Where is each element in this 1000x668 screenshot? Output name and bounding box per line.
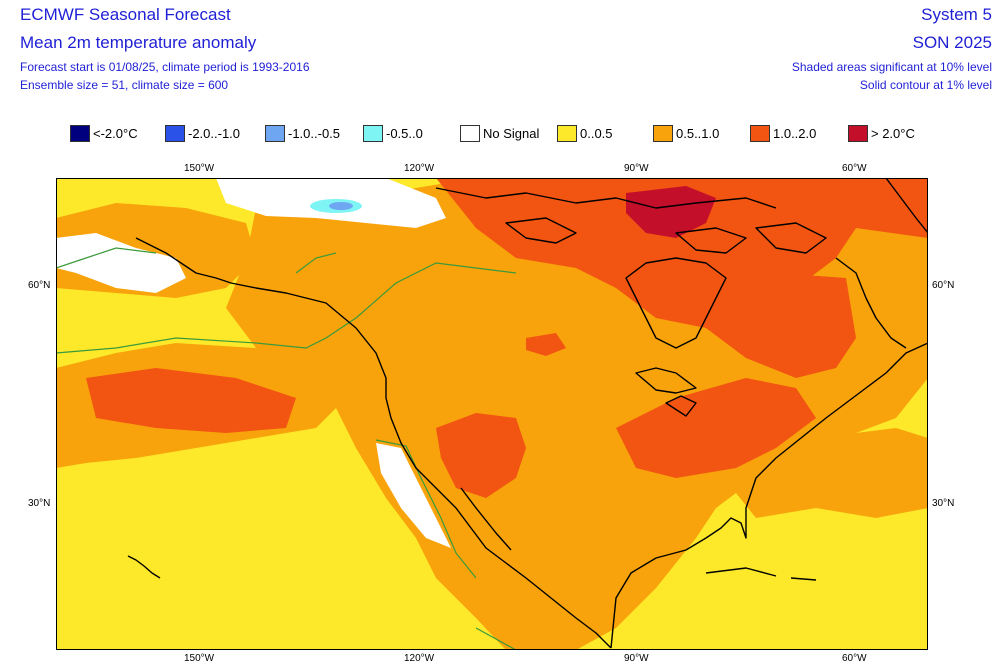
legend-swatch (70, 124, 90, 142)
significance-note: Shaded areas significant at 10% level (791, 60, 992, 74)
legend-item: -1.0..-0.5 (265, 123, 340, 143)
anomaly-map (55, 177, 929, 651)
contour-line (55, 247, 157, 269)
legend-item: 1.0..2.0 (750, 123, 816, 143)
legend-label: > 2.0°C (871, 125, 915, 141)
significance-contours (55, 247, 517, 651)
anomaly-zone-1.0-2.0 (436, 413, 526, 498)
legend-swatch (750, 124, 770, 142)
contour-line (375, 439, 477, 579)
coastline-arctic (755, 222, 827, 254)
legend-label: 0.5..1.0 (676, 125, 720, 141)
lon-tick-bottom: 150°W (184, 653, 215, 664)
coastline-labrador (835, 257, 907, 349)
coastlines (127, 177, 929, 649)
legend-swatch (653, 124, 673, 142)
cold-anomaly-patch (329, 202, 353, 210)
legend-item: -0.5..0 (363, 123, 423, 143)
no-signal-zone (376, 443, 451, 548)
anomaly-zone-1.0-2.0 (616, 273, 856, 378)
map-frame (56, 178, 928, 650)
chart-title: ECMWF Seasonal Forecast (20, 5, 231, 24)
coastline-greenland (885, 177, 929, 234)
contour-line (55, 262, 517, 354)
legend-swatch (363, 124, 383, 142)
legend-label: -0.5..0 (386, 125, 423, 141)
legend-item: -2.0..-1.0 (165, 123, 240, 143)
legend-item: > 2.0°C (848, 123, 915, 143)
season-label: SON 2025 (912, 33, 992, 52)
anomaly-zone-gt-2.0 (626, 186, 716, 238)
legend-label: 0..0.5 (580, 125, 613, 141)
coastline-great-lakes (635, 367, 697, 394)
legend-item: <-2.0°C (70, 123, 138, 143)
no-signal-zone (56, 233, 186, 293)
lon-tick-bottom: 60°W (842, 653, 867, 664)
legend-swatch (848, 124, 868, 142)
anomaly-zone-1.0-2.0 (526, 333, 566, 356)
legend-label: -1.0..-0.5 (288, 125, 341, 141)
legend-swatch (265, 124, 285, 142)
forecast-info: Forecast start is 01/08/25, climate peri… (20, 60, 310, 74)
legend-item: 0.5..1.0 (653, 123, 719, 143)
anomaly-zone-0.5-1.0 (716, 428, 928, 518)
lat-tick-left: 60°N (28, 280, 51, 291)
legend-item: No Signal (460, 123, 539, 143)
coastline-great-lakes (665, 395, 697, 417)
lon-tick-top: 90°W (624, 163, 649, 174)
legend-swatch (557, 124, 577, 142)
legend-label: -2.0..-1.0 (188, 125, 241, 141)
legend-swatch (165, 124, 185, 142)
map-canvas (55, 177, 929, 651)
contour-note: Solid contour at 1% level (859, 78, 992, 92)
lat-tick-left: 30°N (28, 498, 51, 509)
lon-tick-bottom: 90°W (624, 653, 649, 664)
legend-item: 0..0.5 (557, 123, 613, 143)
lon-tick-bottom: 120°W (404, 653, 435, 664)
lon-tick-top: 150°W (184, 163, 215, 174)
legend-label: <-2.0°C (93, 125, 138, 141)
coastline-caribbean (790, 577, 817, 581)
contour-line (295, 252, 337, 274)
ensemble-info: Ensemble size = 51, climate size = 600 (20, 78, 229, 92)
coastline-hawaii (127, 555, 161, 579)
coastline-caribbean (705, 567, 777, 577)
coastline-hudson-bay (625, 257, 727, 349)
legend-label: 1.0..2.0 (773, 125, 817, 141)
lon-tick-top: 120°W (404, 163, 435, 174)
coastline-arctic (675, 227, 747, 254)
chart-subtitle: Mean 2m temperature anomaly (20, 33, 257, 52)
legend-label: No Signal (483, 125, 540, 141)
coastline-west (135, 237, 612, 649)
coastline-arctic (505, 217, 577, 244)
coastline-baja (460, 487, 512, 551)
legend-swatch (460, 124, 480, 142)
coastline-arctic (435, 187, 777, 209)
lat-tick-right: 30°N (932, 498, 955, 509)
contour-line (475, 627, 517, 651)
system-label: System 5 (921, 5, 992, 24)
anomaly-zone-1.0-2.0 (86, 368, 296, 433)
lon-tick-top: 60°W (842, 163, 867, 174)
coastline-gulf (610, 342, 929, 649)
lat-tick-right: 60°N (932, 280, 955, 291)
